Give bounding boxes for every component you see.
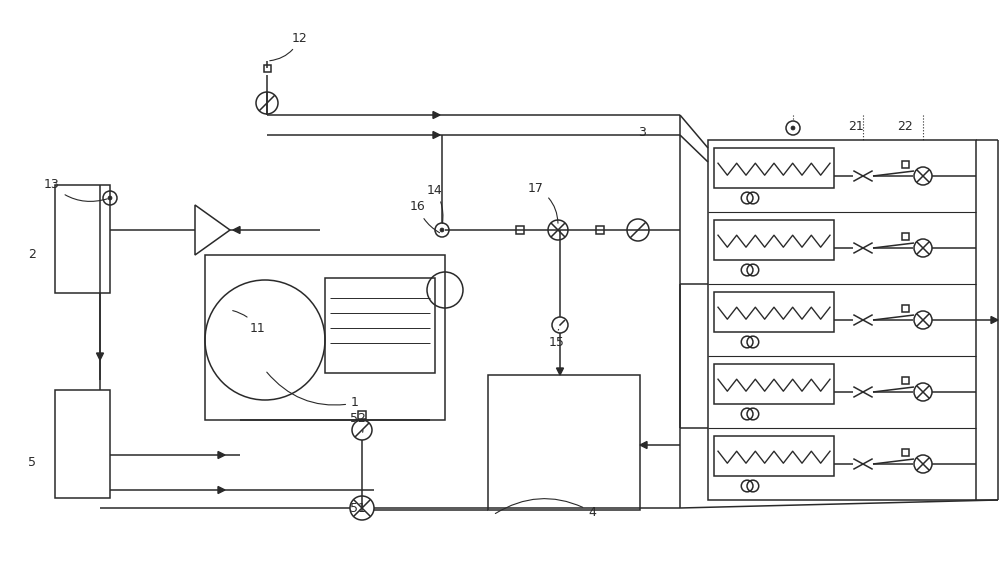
Bar bbox=[55, 185, 110, 293]
Bar bbox=[516, 226, 524, 234]
Polygon shape bbox=[233, 227, 240, 234]
Text: 22: 22 bbox=[897, 119, 913, 133]
Text: 51: 51 bbox=[350, 502, 366, 514]
Bar bbox=[205, 255, 445, 420]
Text: 1: 1 bbox=[267, 372, 359, 409]
Polygon shape bbox=[991, 316, 998, 324]
Bar bbox=[714, 148, 834, 188]
Text: 11: 11 bbox=[233, 311, 266, 335]
Text: 5: 5 bbox=[28, 456, 36, 468]
Bar bbox=[358, 411, 366, 419]
Bar bbox=[902, 161, 908, 168]
Text: 15: 15 bbox=[549, 329, 565, 348]
Circle shape bbox=[440, 228, 444, 232]
Bar bbox=[264, 64, 270, 72]
Bar bbox=[325, 278, 435, 373]
Polygon shape bbox=[433, 131, 440, 138]
Circle shape bbox=[108, 196, 112, 200]
Bar bbox=[902, 448, 908, 456]
Polygon shape bbox=[556, 368, 564, 375]
Bar bbox=[902, 377, 908, 383]
Bar bbox=[596, 226, 604, 234]
Text: 14: 14 bbox=[427, 184, 443, 223]
Text: 4: 4 bbox=[495, 499, 596, 518]
Text: 52: 52 bbox=[350, 412, 366, 432]
Bar bbox=[714, 364, 834, 404]
Bar bbox=[714, 220, 834, 260]
Text: 2: 2 bbox=[28, 249, 36, 262]
Text: 12: 12 bbox=[270, 32, 308, 61]
Polygon shape bbox=[433, 111, 440, 118]
Polygon shape bbox=[218, 487, 225, 494]
Text: 13: 13 bbox=[44, 179, 107, 201]
Bar bbox=[714, 436, 834, 476]
Text: 3: 3 bbox=[638, 126, 646, 139]
Text: 16: 16 bbox=[410, 200, 440, 232]
Circle shape bbox=[791, 126, 795, 130]
Polygon shape bbox=[96, 353, 104, 360]
Text: 17: 17 bbox=[528, 181, 558, 223]
Bar bbox=[714, 292, 834, 332]
Bar bbox=[902, 304, 908, 312]
Bar bbox=[902, 232, 908, 239]
Bar bbox=[708, 140, 976, 500]
Polygon shape bbox=[218, 452, 225, 459]
Polygon shape bbox=[640, 441, 647, 448]
Text: 21: 21 bbox=[848, 119, 864, 133]
Bar bbox=[488, 375, 640, 510]
Bar bbox=[55, 390, 110, 498]
